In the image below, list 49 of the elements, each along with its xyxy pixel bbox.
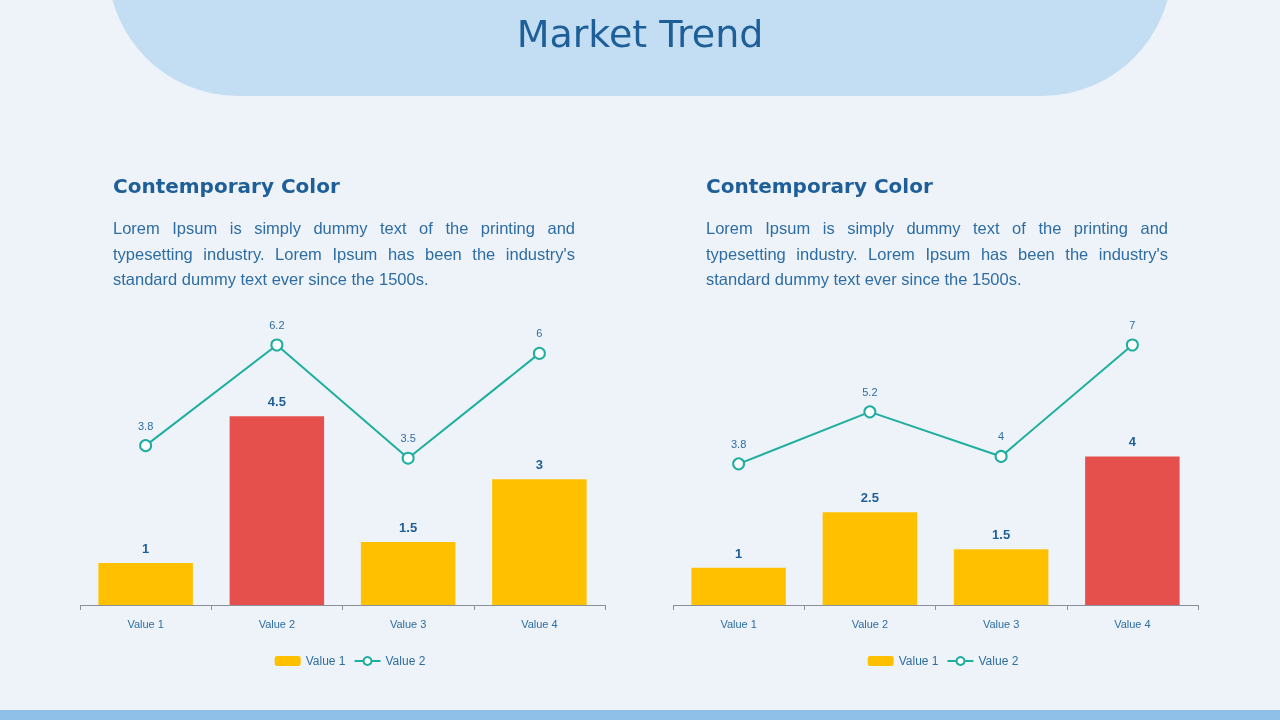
x-tick-label: Value 3 <box>982 617 1020 630</box>
text: Market Trend <box>515 12 765 56</box>
data-label: 2.5 <box>860 490 879 506</box>
point <box>270 338 284 352</box>
legend-label: Value 1 <box>898 654 939 668</box>
data-label: 1 <box>142 541 150 557</box>
data-label: 3.8 <box>137 419 154 432</box>
data-label: 1.5 <box>399 520 418 536</box>
legend-label: Value 2 <box>978 654 1019 668</box>
bar <box>98 563 193 605</box>
x-tick-label: Value 1 <box>720 617 757 630</box>
x-tick-label: Value 2 <box>258 617 296 630</box>
bar <box>691 567 786 605</box>
chart-subtitle: Lorem Ipsum is simply dummy text of the printing and typesetting industry. Lorem Ipsum has been the industry's standard dummy text ever since the 1500s. <box>706 218 1168 290</box>
x-tick-label: Value 2 <box>851 617 889 630</box>
chart-title: Contemporary Color <box>113 174 340 198</box>
data-label: 6 <box>536 327 543 340</box>
bar <box>822 512 918 605</box>
point <box>732 457 746 471</box>
data-label: 4 <box>1128 434 1137 450</box>
data-label: 1.5 <box>992 527 1011 543</box>
point <box>994 449 1008 463</box>
bar <box>953 549 1049 605</box>
data-label: 3 <box>535 457 543 473</box>
point <box>139 439 153 453</box>
x-tick-label: Value 3 <box>389 617 427 630</box>
x-tick-label: Value 1 <box>127 617 164 630</box>
chart-subtitle: Lorem Ipsum is simply dummy text of the printing and typesetting industry. Lorem Ipsum has been the industry's standard dummy text ever since the 1500s. <box>113 218 575 290</box>
chart-title: Contemporary Color <box>706 174 933 198</box>
bar <box>492 479 587 605</box>
point <box>1125 338 1139 352</box>
point <box>401 451 415 465</box>
point <box>863 405 877 419</box>
bar <box>229 416 325 605</box>
bar <box>360 542 456 605</box>
x-tick-label: Value 4 <box>1114 617 1151 630</box>
data-label: 7 <box>1129 319 1136 331</box>
data-label: 1 <box>735 545 743 561</box>
data-label: 4.5 <box>267 394 286 410</box>
data-label: 6.2 <box>269 319 285 331</box>
data-label: 5.2 <box>862 385 878 398</box>
bar <box>1085 456 1180 605</box>
data-label: 3.8 <box>730 437 747 450</box>
data-label: 4 <box>998 430 1005 443</box>
legend-label: Value 1 <box>305 654 346 668</box>
point <box>532 346 546 360</box>
legend-label: Value 2 <box>385 654 426 668</box>
data-label: 3.5 <box>400 432 416 445</box>
x-tick-label: Value 4 <box>521 617 558 630</box>
